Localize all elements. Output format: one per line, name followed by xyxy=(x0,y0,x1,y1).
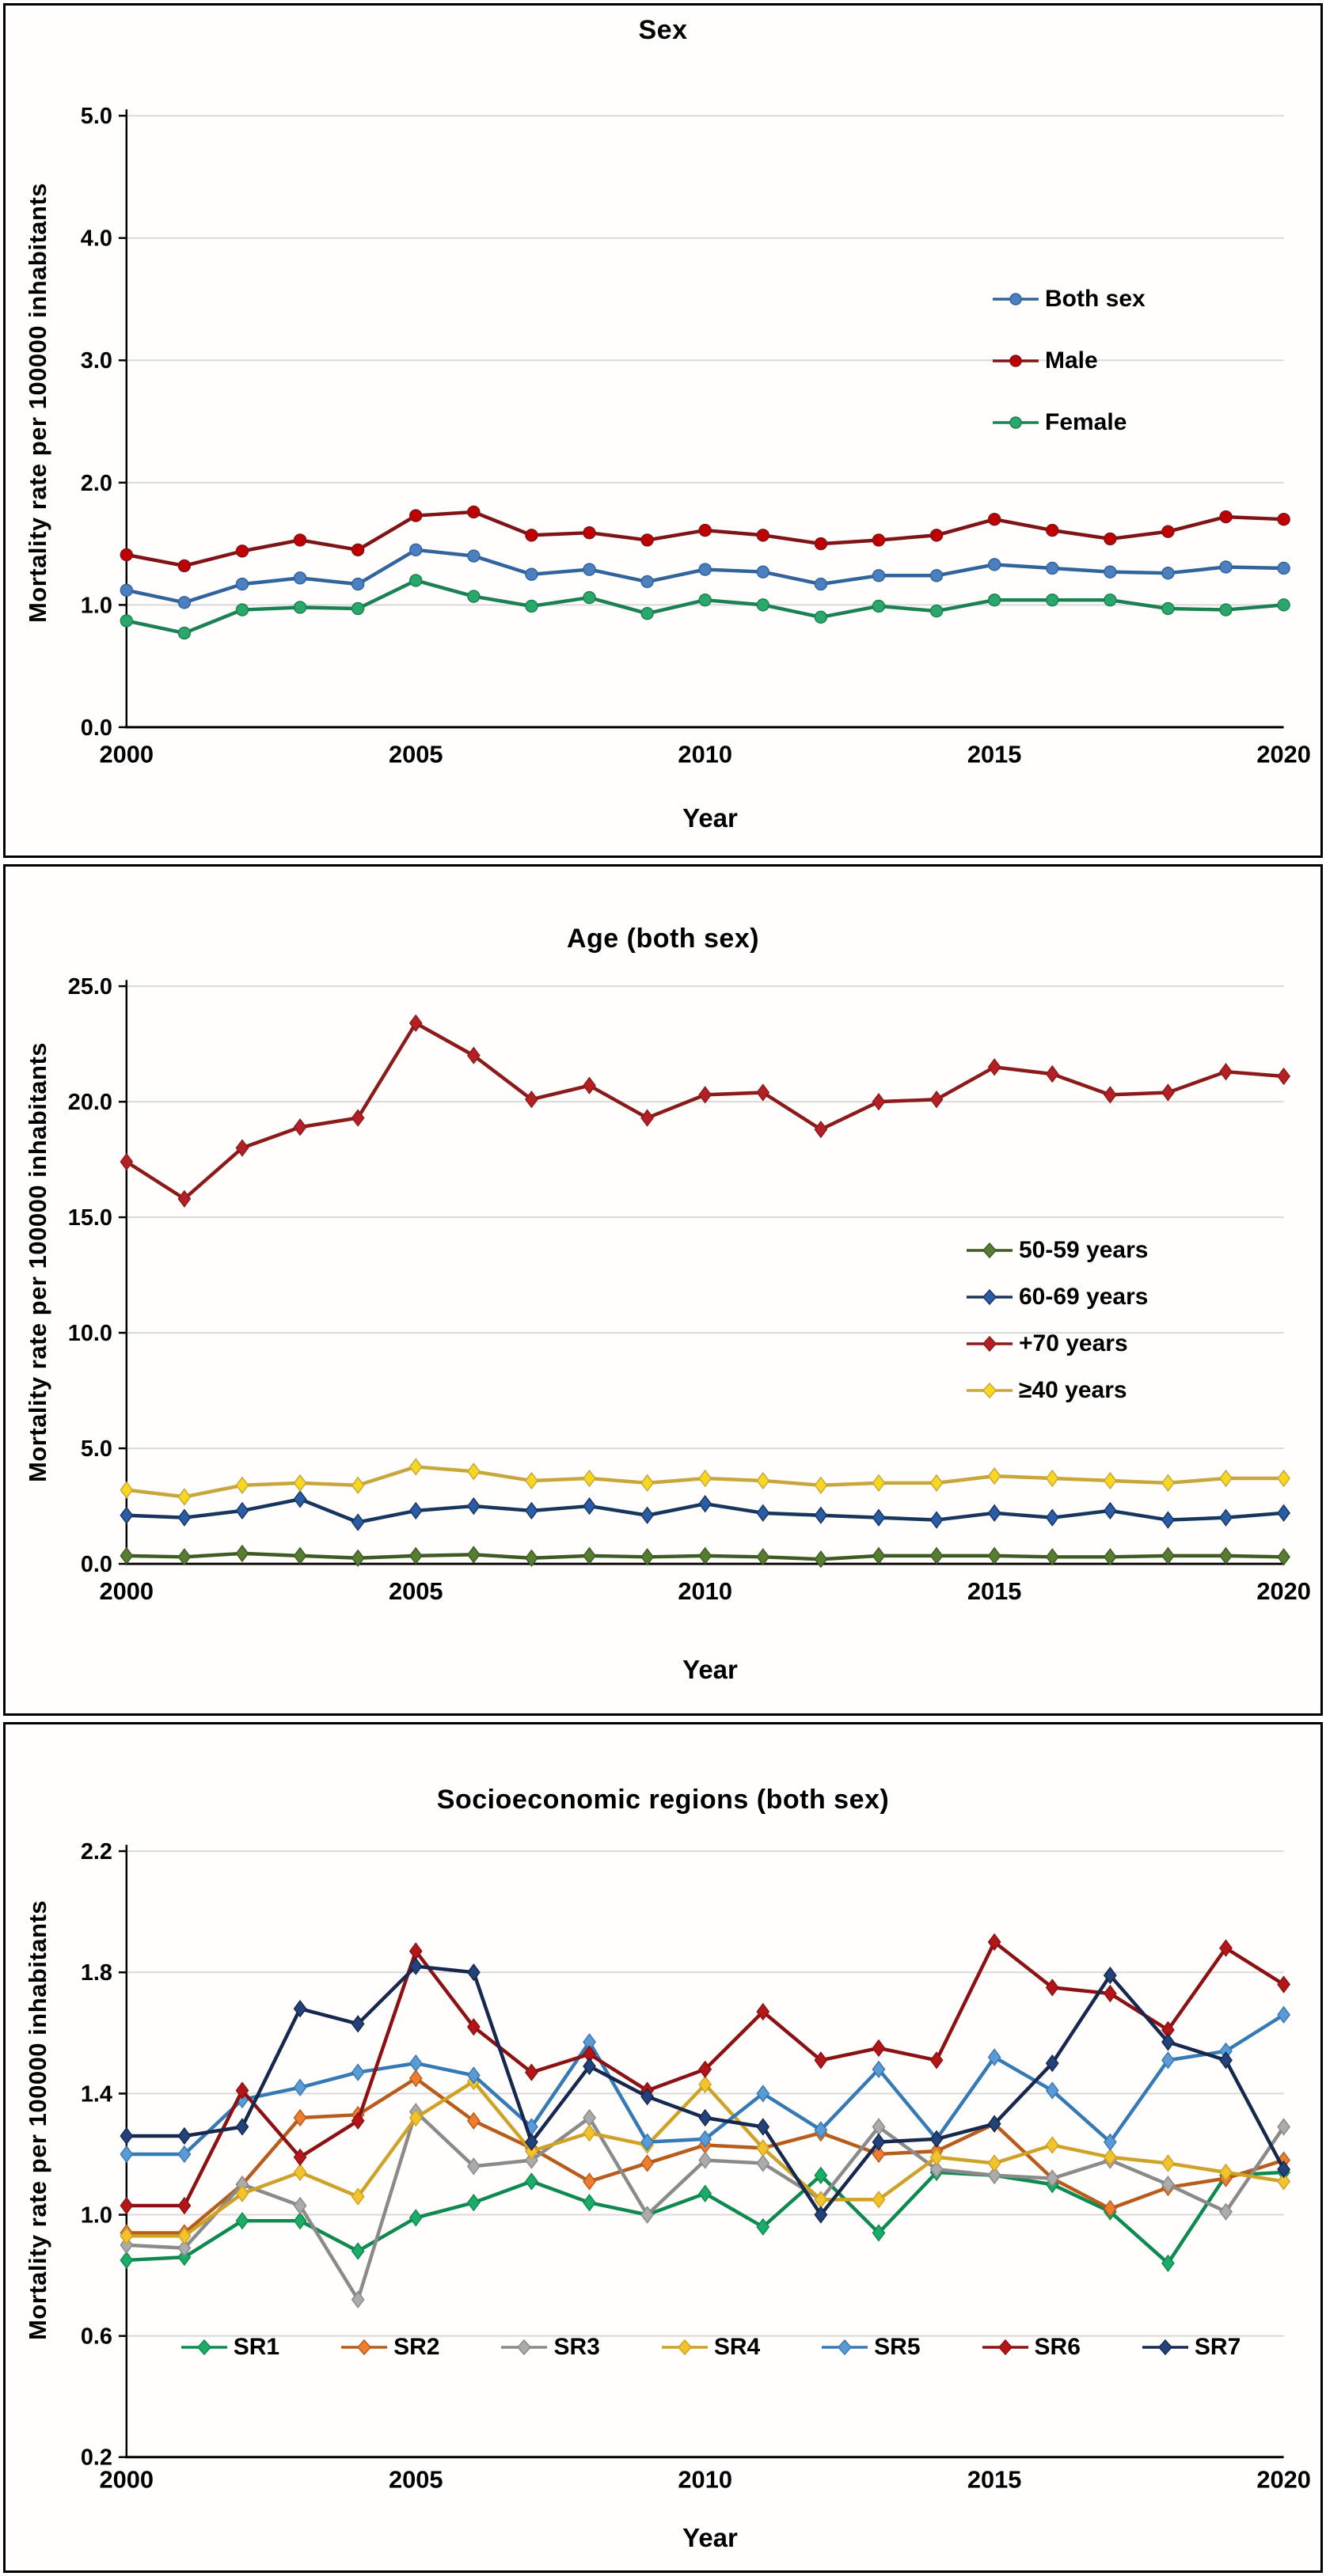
svg-text:1.4: 1.4 xyxy=(81,2081,112,2107)
legend-marker-icon xyxy=(180,2339,227,2355)
legend-item: SR3 xyxy=(500,2334,600,2361)
svg-text:0.2: 0.2 xyxy=(81,2445,112,2471)
svg-text:2010: 2010 xyxy=(678,741,732,768)
legend-marker-icon xyxy=(993,293,1039,305)
legend-item: ≥40 years xyxy=(965,1377,1148,1404)
legend-marker-icon xyxy=(982,2339,1028,2355)
svg-text:0.0: 0.0 xyxy=(81,715,112,741)
svg-text:2020: 2020 xyxy=(1256,741,1311,768)
svg-text:2020: 2020 xyxy=(1256,1577,1311,1605)
legend-marker-icon xyxy=(501,2339,548,2355)
legend-label: 60-69 years xyxy=(1019,1284,1149,1310)
legend-label: Both sex xyxy=(1045,286,1146,312)
x-axis-title: Year xyxy=(682,2523,738,2552)
legend-marker-icon xyxy=(967,1336,1013,1352)
legend-item: Male xyxy=(991,347,1146,374)
legend-item: SR5 xyxy=(820,2334,921,2361)
legend-marker-icon xyxy=(993,355,1039,367)
chart-title: Age (both sex) xyxy=(566,924,760,954)
legend-marker-icon xyxy=(1142,2339,1188,2355)
legend-marker-icon xyxy=(341,2339,388,2355)
legend-item: 50-59 years xyxy=(965,1237,1148,1264)
svg-text:2015: 2015 xyxy=(967,2466,1022,2494)
chart-title: Socioeconomic regions (both sex) xyxy=(436,1785,890,1815)
legend-marker-icon xyxy=(967,1242,1013,1258)
svg-text:0.6: 0.6 xyxy=(81,2324,112,2350)
svg-text:2015: 2015 xyxy=(967,741,1022,768)
svg-text:3.0: 3.0 xyxy=(81,348,112,374)
svg-text:2.2: 2.2 xyxy=(81,1839,112,1865)
legend-label: SR2 xyxy=(393,2334,440,2360)
legend-item: SR2 xyxy=(340,2334,439,2361)
svg-text:5.0: 5.0 xyxy=(81,1436,112,1462)
x-axis-title: Year xyxy=(682,803,738,833)
legend-item: 60-69 years xyxy=(965,1284,1148,1311)
svg-text:2020: 2020 xyxy=(1256,2466,1311,2494)
svg-text:2000: 2000 xyxy=(100,1577,154,1605)
svg-text:5.0: 5.0 xyxy=(81,104,112,129)
legend-marker-icon xyxy=(661,2339,708,2355)
legend-label: SR6 xyxy=(1034,2334,1081,2360)
legend-label: +70 years xyxy=(1019,1330,1128,1356)
plot-area: 0.0 5.0 10.0 15.0 20.0 25.0 2000 2005 2010 2015 20… xyxy=(68,974,1311,1605)
legend-marker-icon xyxy=(967,1289,1013,1305)
legend-label: SR5 xyxy=(874,2334,921,2360)
svg-text:25.0: 25.0 xyxy=(68,974,112,1000)
svg-text:10.0: 10.0 xyxy=(68,1321,112,1346)
legend-item: SR4 xyxy=(660,2334,760,2361)
plot-area: 0.2 0.6 1.0 1.4 1.8 2.2 2000 2005 2010 2015 2020 xyxy=(81,1839,1311,2494)
legend-item: SR6 xyxy=(981,2334,1081,2361)
chart-panel-socioeconomic-regions: Socioeconomic regions (both sex) Mortali… xyxy=(3,1722,1323,2573)
legend-label: Male xyxy=(1045,347,1098,374)
legend-item: SR7 xyxy=(1141,2334,1241,2361)
svg-text:0.0: 0.0 xyxy=(81,1552,112,1577)
legend-label: Female xyxy=(1045,409,1127,435)
svg-text:15.0: 15.0 xyxy=(68,1205,112,1231)
legend-label: ≥40 years xyxy=(1019,1377,1127,1403)
legend: 50-59 years 60-69 years +70 years ≥40 years xyxy=(965,1237,1148,1404)
plot-area: 0.0 1.0 2.0 3.0 4.0 5.0 2000 2005 2010 2015 2020 xyxy=(81,104,1311,768)
svg-text:2010: 2010 xyxy=(678,2466,732,2494)
legend-label: SR1 xyxy=(233,2334,280,2360)
svg-text:4.0: 4.0 xyxy=(81,226,112,252)
svg-text:1.0: 1.0 xyxy=(81,593,112,618)
legend-label: SR7 xyxy=(1194,2334,1241,2360)
legend-label: SR4 xyxy=(713,2334,761,2360)
svg-text:2015: 2015 xyxy=(967,1577,1022,1605)
svg-text:1.0: 1.0 xyxy=(81,2202,112,2228)
svg-text:2005: 2005 xyxy=(389,2466,443,2494)
legend-marker-icon xyxy=(822,2339,868,2355)
legend-item: Both sex xyxy=(991,286,1146,313)
svg-text:1.8: 1.8 xyxy=(81,1960,112,1986)
svg-text:2005: 2005 xyxy=(389,1577,443,1605)
legend: Both sex Male Female xyxy=(991,286,1146,436)
svg-text:2000: 2000 xyxy=(100,2466,154,2494)
svg-text:2.0: 2.0 xyxy=(81,471,112,496)
svg-text:2010: 2010 xyxy=(678,1577,732,1605)
legend-item: Female xyxy=(991,409,1146,436)
svg-text:20.0: 20.0 xyxy=(68,1090,112,1115)
legend-marker-icon xyxy=(967,1383,1013,1398)
x-axis-title: Year xyxy=(682,1655,738,1684)
svg-text:2005: 2005 xyxy=(389,741,443,768)
legend-label: SR3 xyxy=(553,2334,600,2360)
legend-item: SR1 xyxy=(180,2334,279,2361)
chart-panel-age: Age (both sex) Mortality rate per 100000… xyxy=(3,864,1323,1716)
legend: SR1 SR2 SR3 SR4 SR5 SR6 SR7 xyxy=(126,2334,1294,2361)
svg-text:2000: 2000 xyxy=(100,741,154,768)
legend-marker-icon xyxy=(993,416,1039,429)
chart-panel-sex: Sex Mortality rate per 100000 inhabitant… xyxy=(3,3,1323,858)
legend-label: 50-59 years xyxy=(1019,1237,1149,1263)
legend-item: +70 years xyxy=(965,1330,1148,1357)
chart-title: Sex xyxy=(638,15,688,45)
